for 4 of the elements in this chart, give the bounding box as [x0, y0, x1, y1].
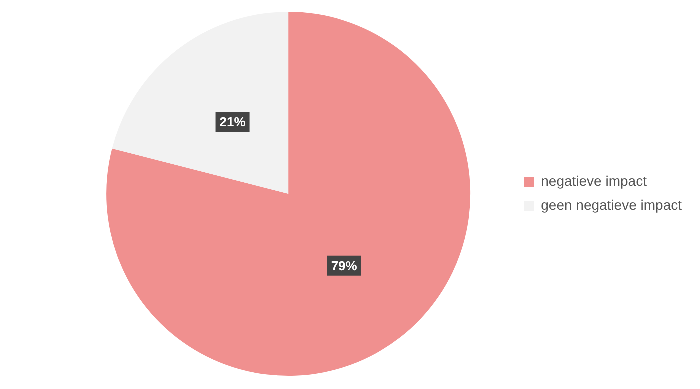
legend-label: geen negatieve impact: [541, 196, 682, 213]
data-label: 21%: [220, 114, 246, 130]
data-label: 79%: [331, 258, 358, 274]
legend-label: negatieve impact: [541, 172, 648, 189]
